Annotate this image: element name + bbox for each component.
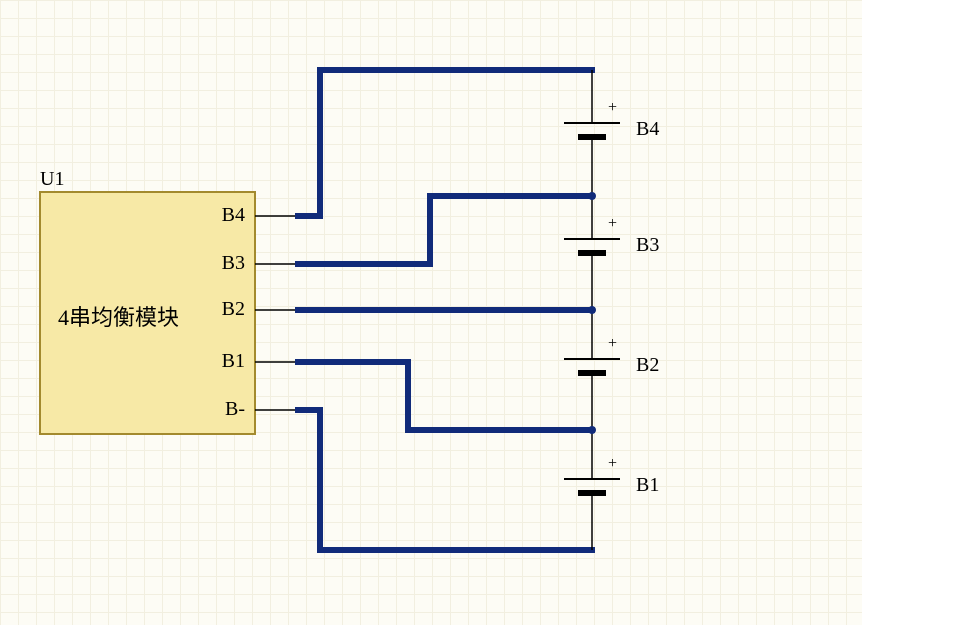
battery-plus-b2: + (608, 335, 617, 353)
battery-label-b2: B2 (636, 354, 659, 377)
pin-label-b1: B1 (222, 350, 245, 373)
battery-label-b4: B4 (636, 118, 659, 141)
pin-label-b3: B3 (222, 252, 245, 275)
junction-0 (588, 192, 596, 200)
pin-label-b-: B- (225, 398, 245, 421)
wire-w_b3 (298, 196, 592, 264)
module-title: 4串均衡模块 (58, 300, 179, 332)
junction-1 (588, 306, 596, 314)
battery-label-b3: B3 (636, 234, 659, 257)
module-designator: U1 (40, 168, 64, 191)
battery-plus-b3: + (608, 215, 617, 233)
battery-plus-b4: + (608, 99, 617, 117)
junction-2 (588, 426, 596, 434)
pin-label-b2: B2 (222, 298, 245, 321)
battery-plus-b1: + (608, 455, 617, 473)
wire-w_b1 (298, 362, 592, 430)
pin-label-b4: B4 (222, 204, 245, 227)
battery-label-b1: B1 (636, 474, 659, 497)
